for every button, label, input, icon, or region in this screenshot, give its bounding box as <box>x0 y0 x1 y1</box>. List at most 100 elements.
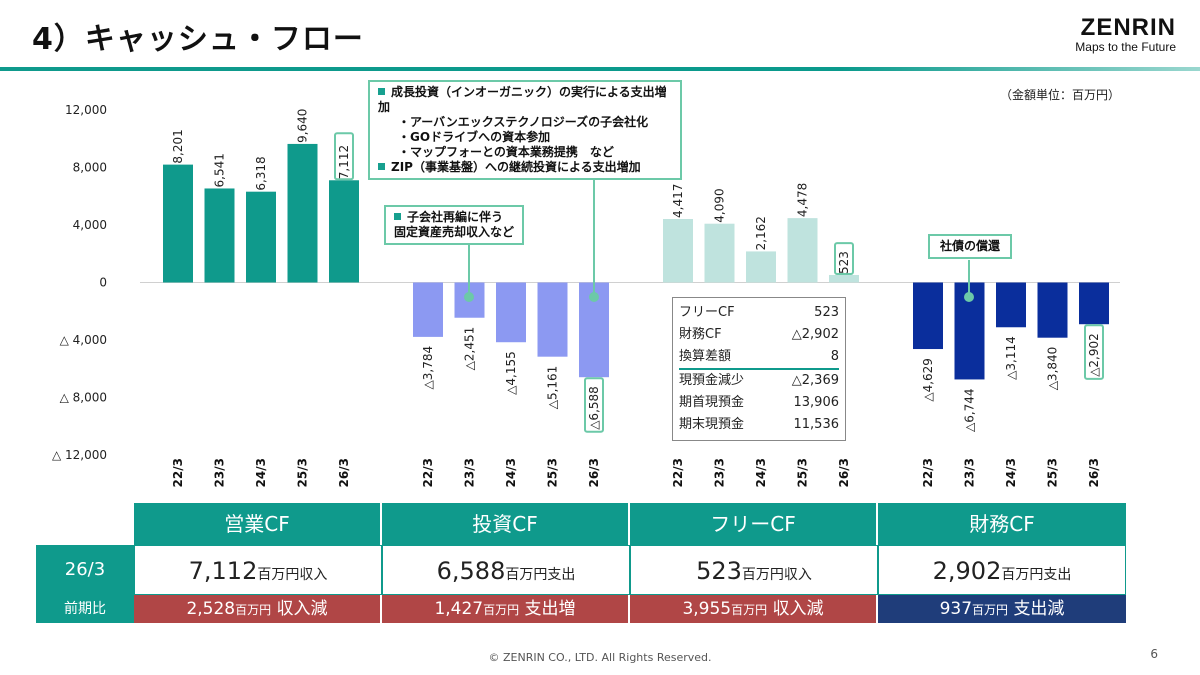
highlight-box <box>1084 324 1104 380</box>
bar <box>496 282 526 343</box>
category-label: 24/3 <box>254 458 268 487</box>
value-number: 7,112 <box>188 557 258 585</box>
callout-text: 成長投資（インオーガニック）の実行による支出増加 <box>378 85 667 114</box>
yoy-word: 収入減 <box>276 599 328 619</box>
data-label: 2,162 <box>754 216 768 250</box>
yoy-operating: 2,528百万円 収入減 <box>134 595 382 623</box>
data-label: △5,161 <box>546 366 560 410</box>
logo-name: ZENRIN <box>1080 14 1176 41</box>
breakdown-label: 換算差額 <box>679 349 732 364</box>
callout-sub: アーバンエックステクノロジーズの子会社化 <box>378 115 672 130</box>
value-number: 523 <box>696 557 742 585</box>
y-tick-label: 0 <box>99 276 107 290</box>
bar <box>996 282 1026 328</box>
y-tick-label: 12,000 <box>65 103 107 117</box>
page-number: 6 <box>1150 647 1158 661</box>
bar <box>913 282 943 350</box>
category-label: 26/3 <box>337 458 351 487</box>
yoy-financing: 937百万円 支出減 <box>878 595 1126 623</box>
bar <box>829 274 859 283</box>
data-label: 8,201 <box>171 129 185 163</box>
row-label-current: 26/3 <box>36 545 134 595</box>
callout-sub: マップフォーとの資本業務提携 など <box>378 145 672 160</box>
yoy-unit: 百万円 <box>483 603 520 617</box>
value-unit: 百万円支出 <box>505 567 576 583</box>
category-label: 24/3 <box>504 458 518 487</box>
yoy-word: 支出減 <box>1013 599 1065 619</box>
bar <box>1079 282 1109 325</box>
bullet-square-icon <box>378 88 385 95</box>
data-label: 523 <box>837 251 851 274</box>
data-label: 9,640 <box>296 109 310 143</box>
callout-dot <box>589 292 599 302</box>
value-unit: 百万円収入 <box>257 567 328 583</box>
category-label: 25/3 <box>546 458 560 487</box>
yoy-word: 収入減 <box>772 599 824 619</box>
bar <box>413 282 443 337</box>
data-label: △3,784 <box>421 346 435 390</box>
callout-text: 子会社再編に伴う <box>407 210 504 224</box>
callout-text: 社債の償還 <box>940 239 1001 253</box>
callout-investment-sale: 子会社再編に伴う 固定資産売却収入など <box>384 205 525 245</box>
bar <box>704 223 735 283</box>
highlight-box <box>834 242 854 275</box>
yoy-free: 3,955百万円 収入減 <box>630 595 878 623</box>
category-label: 23/3 <box>463 458 477 487</box>
y-tick-label: △ 8,000 <box>60 391 107 405</box>
header-investing-cf: 投資CF <box>382 503 630 545</box>
category-label: 26/3 <box>1087 458 1101 487</box>
breakdown-value: 13,906 <box>793 395 840 410</box>
header-divider <box>0 67 1200 71</box>
category-label: 25/3 <box>796 458 810 487</box>
bar <box>1037 282 1068 338</box>
breakdown-label: 現預金減少 <box>679 373 745 388</box>
yoy-word: 支出増 <box>524 599 576 619</box>
yoy-investing: 1,427百万円 支出増 <box>382 595 630 623</box>
bar <box>787 218 818 283</box>
breakdown-row: 現預金減少 △2,369 <box>679 370 839 392</box>
data-label: △4,629 <box>921 358 935 402</box>
row-label-yoy: 前期比 <box>36 595 134 623</box>
category-label: 22/3 <box>171 458 185 487</box>
category-label: 24/3 <box>754 458 768 487</box>
yoy-number: 2,528 <box>186 599 236 619</box>
data-label: 6,541 <box>213 153 227 187</box>
logo: ZENRIN Maps to the Future <box>1075 14 1176 54</box>
copyright: © ZENRIN CO., LTD. All Rights Reserved. <box>488 651 712 664</box>
callout-text: 固定資産売却収入など <box>394 225 515 239</box>
category-label: 22/3 <box>421 458 435 487</box>
value-unit: 百万円支出 <box>1001 567 1072 583</box>
value-operating: 7,112百万円収入 <box>134 545 382 595</box>
bar <box>163 164 193 283</box>
callout-investment-growth: 成長投資（インオーガニック）の実行による支出増加 アーバンエックステクノロジーズ… <box>368 80 682 180</box>
category-label: 22/3 <box>671 458 685 487</box>
value-investing: 6,588百万円支出 <box>382 545 630 595</box>
category-label: 22/3 <box>921 458 935 487</box>
data-label: 4,478 <box>796 183 810 217</box>
breakdown-value: △2,902 <box>791 327 839 342</box>
callout-text: ZIP（事業基盤）への継続投資による支出増加 <box>391 160 641 174</box>
callout-sub: GOドライブへの資本参加 <box>378 130 672 145</box>
callout-finance: 社債の償還 <box>928 234 1013 259</box>
category-label: 23/3 <box>713 458 727 487</box>
data-label: △6,588 <box>587 386 601 430</box>
page-title: 4）キャッシュ・フロー <box>32 22 364 57</box>
category-label: 24/3 <box>1004 458 1018 487</box>
y-tick-label: 8,000 <box>73 161 107 175</box>
data-label: 7,112 <box>337 145 351 179</box>
yoy-unit: 百万円 <box>972 603 1009 617</box>
data-label: 4,417 <box>671 184 685 218</box>
data-label: △3,114 <box>1004 336 1018 380</box>
bar <box>246 191 276 283</box>
y-tick-label: △ 4,000 <box>60 333 107 347</box>
cash-flow-chart: 12,000 8,000 4,000 0 △ 4,000 △ 8,000 △ 12,000 8… <box>52 103 1120 487</box>
value-free: 523百万円収入 <box>630 545 878 595</box>
bullet-square-icon <box>394 213 401 220</box>
yoy-number: 937 <box>939 599 973 619</box>
callout-dot <box>464 292 474 302</box>
yoy-unit: 百万円 <box>731 603 768 617</box>
category-label: 25/3 <box>296 458 310 487</box>
breakdown-row: 期首現預金 13,906 <box>679 392 839 414</box>
breakdown-row: フリーCF 523 <box>679 302 839 324</box>
data-label: △4,155 <box>504 351 518 395</box>
